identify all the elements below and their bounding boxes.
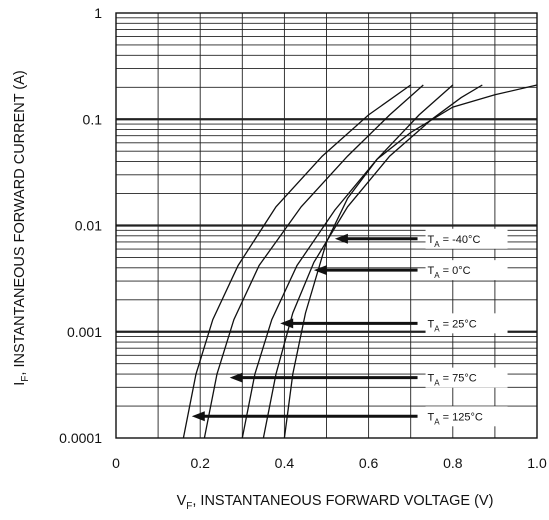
annotation-label-bg [425,406,508,427]
y-tick-label: 0.01 [75,218,102,234]
y-tick-label: 0.001 [67,324,102,340]
chart-annotations: TA = -40°C TA = 0°C TA = 25°C TA = 75°C TA =… [191,228,508,427]
annotation-label: TA = 0°C [428,265,471,280]
series-curve [241,84,454,439]
annotation-arrowhead [229,372,243,383]
plot-frame [115,12,538,439]
series-curve [203,84,424,439]
chart-grid [116,13,537,438]
chart-ticks: 0 0.2 0.4 0.6 0.8 1.0 1 0.1 0.01 0.001 0.0001 [59,5,547,471]
y-tick-label: 0.0001 [59,430,102,446]
series-curve [262,84,483,439]
x-axis-label: VF, INSTANTANEOUS FORWARD VOLTAGE (V) [177,493,494,512]
annotation-label: TA = 125°C [428,411,483,426]
annotation-arrowhead [334,233,348,244]
annotation-label-bg [425,313,508,334]
annotation-arrowhead [280,318,294,329]
x-tick-label: 0.6 [359,455,379,471]
x-tick-label: 0.4 [275,455,295,471]
annotation-label: TA = -40°C [428,234,481,249]
x-tick-label: 0.8 [443,455,463,471]
series-curve [182,84,412,439]
annotation-arrowhead [313,265,327,276]
x-tick-label: 1.0 [527,455,547,471]
annotation-label-bg [425,260,508,281]
series-curve [283,84,538,439]
y-tick-label: 0.1 [83,111,103,127]
annotation-arrowhead [191,411,205,422]
chart-curves [182,84,538,439]
annotation-label-bg [425,228,508,249]
annotation-label: TA = 25°C [428,318,477,333]
y-axis-label: IF, INSTANTANEOUS FORWARD CURRENT (A) [12,70,31,385]
annotation-label: TA = 75°C [428,373,477,388]
y-tick-label: 1 [94,5,102,21]
x-tick-label: 0.2 [190,455,210,471]
x-tick-label: 0 [112,455,120,471]
annotation-label-bg [425,367,508,388]
